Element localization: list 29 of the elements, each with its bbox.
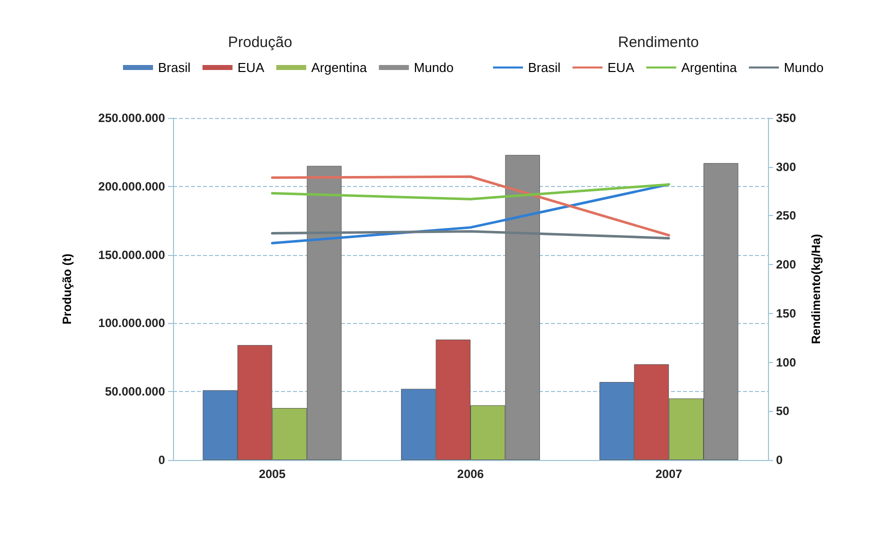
text: Rendimento	[618, 34, 699, 51]
legend-label: EUA	[238, 60, 265, 75]
x-tick-label: 2006	[457, 467, 484, 481]
y2-tick-label: 350	[776, 111, 796, 125]
y-tick-label: 250.000.000	[98, 111, 166, 125]
legend-label: Argentina	[311, 60, 368, 75]
y2-axis-title: Rendimento(kg/Ha)	[809, 234, 823, 344]
legend-label: Argentina	[681, 60, 738, 75]
y-tick-label: 200.000.000	[98, 179, 166, 194]
y-tick-label: 0	[158, 453, 166, 467]
x-tick-label: 2007	[655, 467, 683, 481]
legend-label: Brasil	[528, 60, 561, 75]
text: Produção	[228, 34, 292, 51]
y2-tick-label: 50	[776, 404, 790, 418]
x-tick-label: 2005	[258, 467, 286, 481]
y-tick-label: 100.000.000	[98, 316, 166, 330]
legend-label: Brasil	[158, 60, 191, 75]
legend-label: EUA	[608, 60, 635, 75]
legend-label: Mundo	[414, 60, 454, 75]
y-tick-label: 50.000.000	[104, 384, 166, 399]
y2-tick-label: 200	[776, 258, 796, 272]
legend-label: Mundo	[784, 60, 824, 75]
y2-tick-label: 0	[776, 453, 783, 467]
y2-tick-label: 250	[776, 208, 796, 223]
y2-tick-label: 300	[776, 160, 796, 174]
y-axis-title: Produção (t)	[60, 254, 74, 324]
y2-tick-label: 100	[776, 355, 796, 370]
y-tick-label: 150.000.000	[98, 248, 166, 262]
y2-tick-label: 150	[776, 306, 796, 320]
